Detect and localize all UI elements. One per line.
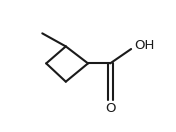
- Text: O: O: [105, 102, 115, 115]
- Text: OH: OH: [134, 39, 155, 52]
